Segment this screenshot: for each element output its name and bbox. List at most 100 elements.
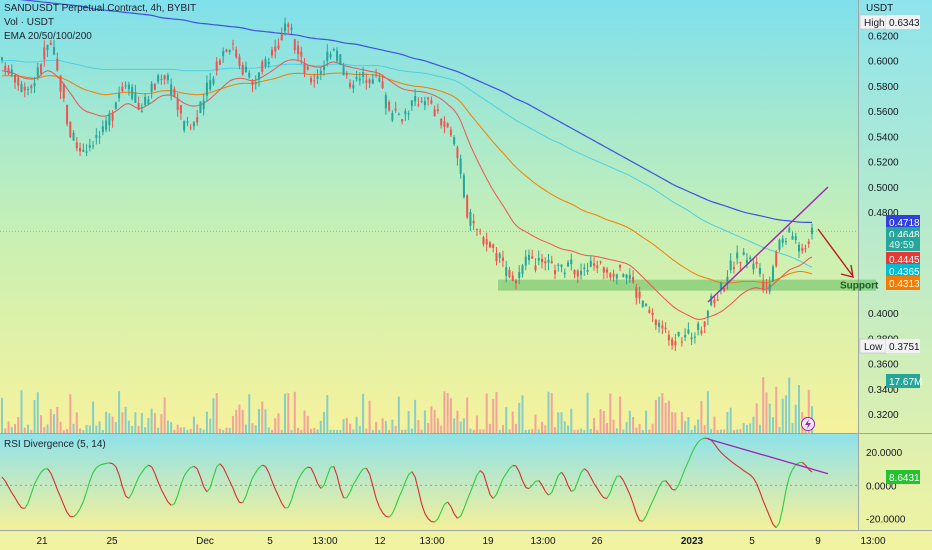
rsi-segment bbox=[274, 488, 280, 497]
volume-bar bbox=[153, 413, 156, 433]
candle-body bbox=[49, 42, 52, 45]
candle-body bbox=[645, 303, 648, 306]
rsi-segment bbox=[310, 467, 315, 475]
rsi-segment bbox=[574, 481, 579, 490]
rsi-segment bbox=[554, 475, 559, 485]
volume-bar bbox=[531, 429, 534, 433]
volume-bar bbox=[697, 419, 700, 433]
candle-body bbox=[287, 24, 290, 28]
candle-body bbox=[342, 66, 345, 76]
rsi-segment bbox=[47, 468, 52, 474]
volume-bar bbox=[501, 425, 504, 433]
price-tick: 0.3200 bbox=[868, 410, 899, 421]
rsi-segment bbox=[668, 484, 673, 490]
candle-body bbox=[163, 75, 166, 80]
volume-bar bbox=[131, 425, 134, 433]
rsi-segment bbox=[492, 494, 497, 499]
volume-bar bbox=[615, 428, 618, 433]
candle-body bbox=[466, 195, 469, 218]
candle-body bbox=[323, 65, 326, 70]
rsi-segment bbox=[782, 490, 787, 509]
rsi-segment bbox=[652, 493, 657, 502]
low-tag-box bbox=[886, 339, 920, 353]
rsi-segment bbox=[11, 492, 16, 499]
rsi-segment bbox=[196, 468, 201, 478]
rsi-segment bbox=[395, 497, 400, 507]
candle-body bbox=[501, 257, 504, 261]
rsi-segment bbox=[515, 465, 520, 473]
volume-bar bbox=[495, 391, 498, 433]
candle-body bbox=[23, 86, 26, 91]
rsi-segment bbox=[323, 475, 328, 486]
candle-body bbox=[567, 262, 570, 267]
volume-bar bbox=[589, 428, 592, 433]
candle-body bbox=[518, 271, 521, 279]
candle-body bbox=[758, 267, 761, 275]
rsi-segment bbox=[772, 523, 777, 529]
rsi-segment bbox=[203, 486, 208, 493]
candle-body bbox=[732, 267, 735, 269]
rsi-segment bbox=[157, 481, 162, 490]
rsi-segment bbox=[89, 472, 94, 482]
rsi-segment bbox=[687, 453, 693, 462]
rsi-segment bbox=[216, 463, 221, 468]
volume-bar bbox=[14, 424, 17, 433]
rsi-segment bbox=[499, 478, 504, 487]
candle-body bbox=[485, 239, 488, 245]
candle-body bbox=[482, 237, 485, 245]
rsi-segment bbox=[642, 515, 647, 522]
volume-bar bbox=[700, 400, 703, 433]
candle-body bbox=[654, 319, 657, 326]
candle-body bbox=[108, 113, 111, 126]
candle-body bbox=[703, 321, 706, 327]
candle-body bbox=[173, 88, 176, 98]
candle-body bbox=[684, 334, 687, 338]
rsi-segment bbox=[372, 485, 377, 499]
volume-bar bbox=[10, 427, 13, 433]
candle-body bbox=[723, 287, 726, 292]
time-label: 5 bbox=[749, 536, 755, 547]
rsi-segment bbox=[229, 480, 234, 489]
rsi-segment bbox=[437, 511, 442, 520]
volume-bar bbox=[410, 428, 413, 433]
rsi-segment bbox=[408, 471, 413, 475]
ema-legend[interactable]: EMA 20/50/100/200 bbox=[4, 31, 92, 42]
volume-bar bbox=[602, 410, 605, 433]
rsi-segment bbox=[583, 468, 588, 472]
candle-body bbox=[596, 265, 599, 268]
rsi-segment bbox=[736, 465, 741, 469]
rsi-segment bbox=[290, 489, 296, 501]
candle-body bbox=[508, 269, 511, 277]
volume-bar bbox=[632, 417, 635, 433]
candle-body bbox=[248, 72, 251, 78]
candle-body bbox=[231, 43, 234, 45]
volume-bar bbox=[677, 429, 680, 433]
volume-bar bbox=[436, 418, 439, 433]
rsi-segment bbox=[723, 455, 728, 459]
volume-bar bbox=[23, 427, 26, 433]
rsi-segment bbox=[193, 465, 198, 470]
candle-body bbox=[238, 56, 241, 67]
candle-body bbox=[742, 252, 745, 255]
projection-arrowhead bbox=[840, 264, 854, 278]
rsi-tick: 0.0000 bbox=[866, 481, 897, 492]
rsi-segment bbox=[561, 471, 566, 478]
candle-body bbox=[127, 84, 130, 90]
rsi-segment bbox=[365, 467, 371, 475]
candle-body bbox=[176, 98, 179, 111]
rsi-segment bbox=[76, 508, 81, 514]
volume-bar bbox=[762, 377, 765, 433]
rsi-segment bbox=[635, 513, 641, 521]
volume-bar bbox=[231, 415, 234, 433]
volume-bar bbox=[511, 411, 514, 433]
price-tick: 0.6000 bbox=[868, 57, 899, 68]
volume-bar bbox=[95, 425, 98, 433]
volume-bar bbox=[537, 429, 540, 433]
candle-body bbox=[75, 142, 78, 149]
rsi-legend[interactable]: RSI Divergence (5, 14) bbox=[4, 439, 106, 450]
volume-bar bbox=[664, 402, 667, 433]
rsi-segment bbox=[125, 495, 130, 499]
rsi-segment bbox=[21, 507, 25, 510]
volume-legend[interactable]: Vol · USDT bbox=[4, 17, 55, 28]
